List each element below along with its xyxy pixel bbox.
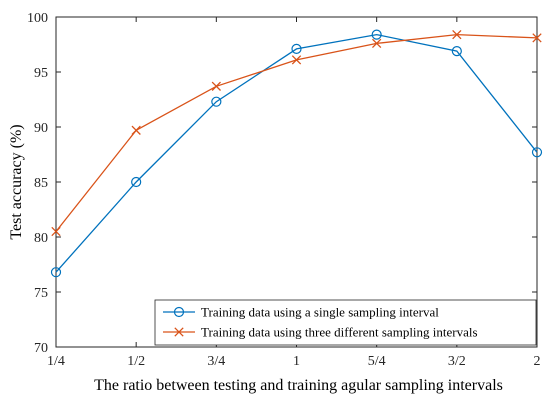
x-tick-label: 1/2 <box>127 354 145 369</box>
marker-stroke <box>174 327 184 337</box>
plot-frame <box>55 16 538 348</box>
data-point <box>451 45 462 57</box>
legend: Training data using a single sampling in… <box>154 299 537 346</box>
x-tick-label: 3/2 <box>448 354 466 369</box>
marker-stroke <box>452 29 462 40</box>
legend-label: Training data using a single sampling in… <box>201 305 439 320</box>
data-point <box>51 226 61 237</box>
y-tick-label: 85 <box>34 176 48 191</box>
series-line <box>55 33 538 273</box>
data-point <box>531 147 543 158</box>
data-point <box>131 125 141 135</box>
x-tick-label: 2 <box>534 354 541 369</box>
y-tick-label: 90 <box>34 121 48 136</box>
data-point <box>211 81 221 91</box>
marker-stroke <box>211 81 221 91</box>
data-point <box>50 267 62 278</box>
x-tick-label: 1/4 <box>47 354 65 369</box>
data-point <box>372 38 382 49</box>
y-tick-label: 75 <box>34 286 48 301</box>
data-point <box>291 55 302 65</box>
y-axis-label: Test accuracy (%) <box>8 124 25 239</box>
data-point <box>452 29 462 40</box>
legend-marker <box>174 327 184 337</box>
marker-stroke <box>131 125 141 135</box>
x-tick-label: 3/4 <box>207 354 225 369</box>
plot-area: 70 75 80 85 90 95 100 1/4 1/2 3/4 1 5/4 3/2 2 <box>27 11 543 369</box>
legend-marker <box>173 306 185 318</box>
x-tick-label: 1 <box>293 354 300 369</box>
legend-label: Training data using three different samp… <box>201 325 478 340</box>
data-point <box>371 29 382 40</box>
y-tick-label: 70 <box>34 341 48 356</box>
marker-stroke <box>291 55 302 65</box>
data-point <box>131 176 142 188</box>
data-point <box>291 43 302 55</box>
marker-stroke <box>532 33 542 43</box>
legend-box <box>154 299 537 346</box>
marker-stroke <box>51 226 61 237</box>
y-tick-label: 80 <box>34 231 48 246</box>
x-tick-label: 5/4 <box>368 354 386 369</box>
x-axis-label: The ratio between testing and training a… <box>94 377 503 394</box>
y-tick-label: 100 <box>27 11 48 26</box>
marker-stroke <box>372 38 382 49</box>
data-point <box>532 33 542 43</box>
y-tick-label: 95 <box>34 66 48 81</box>
data-point <box>211 96 222 107</box>
